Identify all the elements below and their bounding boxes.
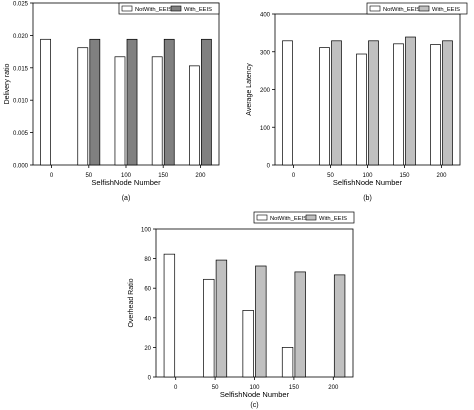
x-tick-label: 150 <box>289 385 300 391</box>
bar-notwith-eeis-150 <box>151 56 163 166</box>
y-tick-label: 300 <box>260 50 271 56</box>
bar-with-eeis-50 <box>215 259 228 378</box>
x-tick-label: 100 <box>249 385 260 391</box>
y-tick-label: 20 <box>144 346 151 352</box>
bar-with-eeis-200 <box>442 40 453 166</box>
x-tick-label: 50 <box>327 173 334 179</box>
bar-notwith-eeis-100 <box>114 56 126 166</box>
bar-with-eeis-150 <box>294 271 306 378</box>
bar-notwith-eeis-100 <box>242 310 254 378</box>
y-tick-label: 0.005 <box>13 131 29 137</box>
x-tick-label: 100 <box>121 173 132 179</box>
x-axis-label: SelfishNode Number <box>333 178 403 187</box>
y-tick-label: 100 <box>260 126 271 132</box>
bar-notwith-eeis-0 <box>282 40 293 166</box>
bar-with-eeis-150 <box>405 36 416 166</box>
y-tick-label: 0 <box>267 164 271 170</box>
bar-with-eeis-100 <box>126 38 138 166</box>
panel-caption: (b) <box>363 195 372 202</box>
legend-label: NotWith_EEIS <box>270 216 307 222</box>
x-tick-label: 150 <box>399 173 410 179</box>
y-tick-label: 0.010 <box>13 99 29 105</box>
bar-notwith-eeis-50 <box>203 278 215 378</box>
x-tick-label: 50 <box>85 173 92 179</box>
x-tick-label: 0 <box>174 385 178 391</box>
legend-label: NotWith_EEIS <box>135 7 172 13</box>
bar-with-eeis-50 <box>89 38 101 166</box>
chart-panel-1: 0.000 0.005 0.010 0.015 0.020 0.025 0 50 100 150 2… <box>4 2 220 202</box>
x-tick-label: 100 <box>362 173 373 179</box>
y-tick-label: 0.020 <box>13 34 29 40</box>
x-tick-label: 200 <box>195 173 206 179</box>
panel-caption: (a) <box>122 195 131 202</box>
x-tick-label: 200 <box>436 173 447 179</box>
legend: NotWith_EEIS With_EEIS <box>118 2 220 15</box>
x-tick-label: 0 <box>50 173 54 179</box>
legend-box <box>366 2 468 15</box>
y-tick-label: 100 <box>141 228 152 234</box>
y-tick-label: 0.025 <box>13 2 29 8</box>
bar-notwith-eeis-200 <box>189 65 200 166</box>
y-axis-label: Average Latency <box>246 63 253 116</box>
legend-swatch <box>369 5 381 12</box>
bar-notwith-eeis-50 <box>77 47 89 166</box>
x-tick-label: 50 <box>212 385 219 391</box>
x-axis-label: SelfishNode Number <box>91 178 161 187</box>
bar-with-eeis-100 <box>255 265 267 378</box>
legend-swatch <box>256 214 268 221</box>
y-tick-label: 0.015 <box>13 66 29 72</box>
x-tick-label: 200 <box>328 385 339 391</box>
legend-box <box>253 211 355 224</box>
legend: NotWith_EEIS With_EEIS <box>253 211 355 224</box>
y-tick-label: 40 <box>144 316 151 322</box>
legend-swatch <box>418 5 430 12</box>
legend-swatch <box>170 5 182 12</box>
x-tick-label: 0 <box>292 173 296 179</box>
bar-notwith-eeis-200 <box>430 44 441 166</box>
legend-swatch <box>121 5 133 12</box>
bar-notwith-eeis-0 <box>40 38 51 166</box>
bar-notwith-eeis-0 <box>163 253 176 378</box>
y-tick-label: 0.000 <box>13 164 29 170</box>
y-axis-label: Overhead Ratio <box>128 278 135 327</box>
legend-label: NotWith_EEIS <box>383 7 420 13</box>
x-axis-label: SelfishNode Number <box>220 390 290 399</box>
bar-notwith-eeis-50 <box>319 47 330 166</box>
plot-frame <box>155 228 354 378</box>
bar-with-eeis-200 <box>333 274 346 378</box>
legend-label: With_EEIS <box>319 216 347 222</box>
panel-caption: (c) <box>250 402 258 409</box>
bar-notwith-eeis-100 <box>356 53 367 166</box>
legend-box <box>118 2 220 15</box>
legend-swatch <box>305 214 317 221</box>
bar-with-eeis-200 <box>201 38 212 166</box>
y-tick-label: 80 <box>144 257 151 263</box>
y-tick-label: 400 <box>260 13 271 19</box>
y-tick-label: 60 <box>144 287 151 293</box>
bar-with-eeis-100 <box>368 40 379 166</box>
legend-label: With_EEIS <box>432 7 460 13</box>
legend-label: With_EEIS <box>184 7 212 13</box>
bar-with-eeis-50 <box>331 40 342 166</box>
bar-notwith-eeis-150 <box>281 347 294 378</box>
y-tick-label: 0 <box>148 376 152 382</box>
chart-panel-3: 0 20 40 60 80 100 0 50 100 150 200 SelfishNode Numb… <box>128 211 355 409</box>
bar-notwith-eeis-150 <box>393 43 404 166</box>
legend: NotWith_EEIS With_EEIS <box>366 2 468 15</box>
y-axis-label: Delivery ratio <box>4 63 11 104</box>
y-tick-label: 200 <box>260 88 271 94</box>
bar-with-eeis-150 <box>163 38 175 166</box>
chart-panel-2: 0 100 200 300 400 0 50 100 150 200 SelfishNode Num… <box>246 2 468 202</box>
x-tick-label: 150 <box>158 173 169 179</box>
